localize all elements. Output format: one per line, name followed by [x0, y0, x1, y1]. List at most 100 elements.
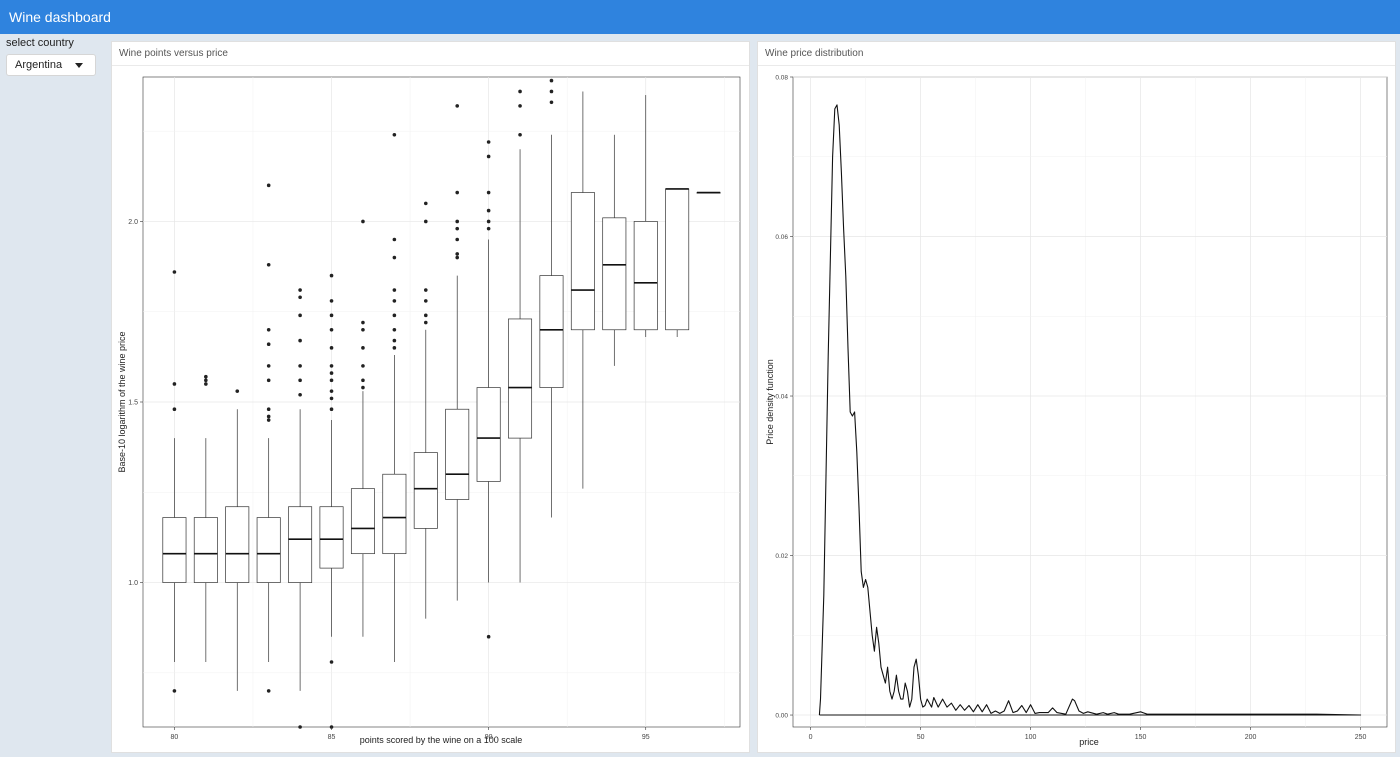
boxplot-y-tick-label: 2.0 — [128, 219, 138, 226]
boxplot-x-tick-label: 90 — [485, 734, 493, 741]
boxplot-outlier-point — [392, 338, 397, 343]
density-y-tick-label: 0.02 — [775, 553, 788, 560]
boxplot-outlier-point — [392, 313, 397, 318]
boxplot-outlier-point — [235, 389, 240, 393]
boxplot-outlier-point — [172, 382, 177, 386]
boxplot-outlier-point — [329, 313, 334, 318]
boxplot-box-group — [508, 89, 533, 583]
boxplot-outlier-point — [486, 634, 491, 639]
boxplot-outlier-point — [329, 299, 334, 303]
density-x-tick-label: 250 — [1355, 734, 1367, 741]
boxplot-box — [508, 318, 533, 439]
density-x-tick-label: 0 — [809, 734, 813, 741]
boxplot-box-group — [570, 91, 595, 489]
density-x-axis-label: price — [1079, 737, 1099, 747]
boxplot-outlier-point — [423, 313, 428, 318]
boxplot-outlier-point — [298, 392, 302, 397]
boxplot-box — [633, 221, 658, 331]
density-panel-title: Wine price distribution — [758, 42, 1395, 66]
boxplot-outlier-point — [549, 100, 554, 105]
boxplot-outlier-point — [204, 378, 208, 383]
boxplot-panel-title: Wine points versus price — [112, 42, 749, 66]
boxplot-outlier-point — [298, 313, 302, 318]
density-y-tick-label: 0.04 — [775, 394, 788, 401]
boxplot-x-axis-label: points scored by the wine on a 100 scale — [360, 735, 523, 745]
boxplot-outlier-point — [329, 327, 334, 332]
boxplot-outlier-point — [549, 89, 554, 94]
boxplot-box-group — [319, 273, 344, 729]
boxplot-outlier-point — [455, 237, 460, 242]
boxplot-outlier-point — [455, 104, 460, 108]
caret-down-icon — [75, 63, 83, 68]
country-select-label: select country — [6, 37, 74, 49]
boxplot-outlier-point — [361, 364, 365, 368]
country-select-value: Argentina — [15, 59, 63, 71]
boxplot-outlier-point — [329, 378, 334, 383]
boxplot-box — [665, 188, 690, 331]
boxplot-x-tick-label: 85 — [328, 734, 336, 741]
boxplot-outlier-point — [423, 288, 428, 292]
density-y-axis-label: Price density function — [765, 359, 775, 445]
boxplot-outlier-point — [455, 252, 460, 256]
boxplot-box-group — [162, 270, 187, 693]
boxplot-outlier-point — [392, 299, 397, 303]
boxplot-outlier-point — [298, 378, 302, 383]
boxplot-box — [162, 517, 187, 583]
boxplot-outlier-point — [329, 389, 334, 393]
boxplot-outlier-point — [298, 338, 302, 343]
boxplot-box-group — [225, 389, 250, 691]
boxplot-box-group — [539, 78, 564, 518]
density-x-tick-label: 100 — [1025, 734, 1037, 741]
boxplot-outlier-point — [266, 262, 271, 267]
boxplot-outlier-point — [486, 219, 491, 224]
boxplot-outlier-point — [455, 255, 460, 260]
boxplot-outlier-point — [392, 255, 397, 260]
boxplot-box-group — [476, 140, 501, 639]
boxplot-box-group — [633, 95, 658, 337]
boxplot-outlier-point — [329, 364, 334, 368]
boxplot-outlier-point — [298, 288, 302, 292]
boxplot-outlier-point — [392, 327, 397, 332]
density-chart: 0 50 100 150 200 250 0.00 0.02 0.04 0.06 0.08 pric… — [765, 75, 1388, 747]
boxplot-box — [288, 506, 313, 583]
boxplot-panel: Wine points versus price 1.0 1.5 2.0 80 85 90… — [111, 41, 750, 753]
boxplot-outlier-point — [392, 237, 397, 242]
density-plot-area — [792, 76, 1388, 728]
boxplot-outlier-point — [361, 378, 365, 383]
density-panel: Wine price distribution 0 50 100 150 200 250 0… — [757, 41, 1396, 753]
density-x-tick-label: 150 — [1135, 734, 1147, 741]
boxplot-outlier-point — [172, 270, 177, 274]
boxplot-box-group — [696, 191, 721, 194]
boxplot-box-group — [413, 201, 438, 619]
boxplot-outlier-point — [266, 342, 271, 347]
boxplot-outlier-point — [329, 396, 334, 401]
boxplot-outlier-point — [423, 201, 428, 206]
boxplot-box — [413, 452, 438, 529]
boxplot-box — [602, 217, 627, 331]
boxplot-outlier-point — [361, 385, 365, 390]
boxplot-outlier-point — [266, 689, 271, 693]
app-header: Wine dashboard — [0, 0, 1400, 34]
density-x-tick-label: 50 — [917, 734, 925, 741]
boxplot-outlier-point — [486, 140, 491, 144]
boxplot-outlier-point — [392, 346, 397, 350]
app-title: Wine dashboard — [9, 9, 111, 25]
boxplot-box — [193, 517, 218, 583]
boxplot-y-tick-label: 1.0 — [128, 580, 138, 587]
boxplot-box-group — [193, 374, 218, 662]
boxplot-box — [382, 473, 407, 555]
boxplot-x-tick-label: 80 — [171, 734, 179, 741]
boxplot-outlier-point — [266, 414, 271, 419]
density-y-tick-label: 0.08 — [775, 75, 788, 82]
boxplot-outlier-point — [486, 208, 491, 213]
boxplot-box — [539, 275, 564, 388]
boxplot-outlier-point — [486, 226, 491, 231]
boxplot-outlier-point — [392, 132, 397, 137]
boxplot-outlier-point — [392, 288, 397, 292]
boxplot-outlier-point — [361, 219, 365, 224]
country-select[interactable]: Argentina — [6, 54, 96, 76]
boxplot-outlier-point — [266, 364, 271, 368]
boxplot-outlier-point — [298, 364, 302, 368]
boxplot-outlier-point — [361, 346, 365, 350]
boxplot-y-axis-label: Base-10 logarithm of the wine price — [117, 331, 127, 472]
